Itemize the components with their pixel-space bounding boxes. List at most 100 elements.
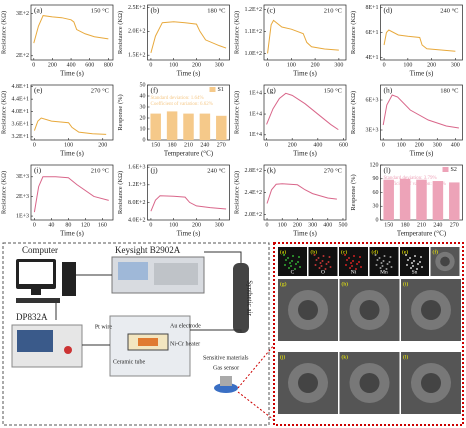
bar (183, 113, 194, 140)
element-dot (388, 261, 391, 263)
element-dot (349, 267, 351, 269)
y-axis-label: Resistance (KΩ) (117, 171, 124, 214)
data-line (266, 92, 339, 131)
keyboard (16, 298, 60, 303)
y-tick-label: 2.0E+2 (128, 29, 146, 35)
x-tick-label: 300 (215, 62, 224, 68)
data-line (150, 21, 227, 53)
x-axis-label: Time (s) (293, 230, 317, 238)
x-tick-label: 300 (308, 222, 317, 228)
element-dot (379, 267, 382, 269)
x-axis-label: Temperature (°C) (397, 230, 447, 238)
y-axis-label: Response (%) (117, 94, 124, 130)
element-dot (351, 265, 353, 267)
element-dot (352, 260, 354, 262)
y-axis-label: Resistance (KΩ) (233, 171, 240, 214)
x-tick-label: 240 (433, 222, 442, 228)
x-tick-label: 200 (98, 142, 107, 148)
x-tick-label: 150 (384, 222, 393, 228)
x-tick-label: 0 (382, 142, 385, 148)
element-dot (294, 268, 296, 270)
x-axis-label: Time (s) (177, 70, 201, 78)
x-axis-label: Time (s) (293, 150, 317, 158)
x-tick-label: 500 (338, 222, 347, 228)
y-tick-label: 120 (370, 162, 379, 168)
element-dot (345, 264, 347, 266)
element-label: O (321, 269, 325, 275)
micrograph-label: (e) (402, 248, 408, 255)
x-tick-label: 300 (451, 62, 460, 68)
x-tick-label: 0 (149, 222, 152, 228)
sensor-body (220, 376, 232, 386)
y-tick-label: 60 (373, 190, 379, 196)
panel-label: (g) (267, 86, 276, 95)
setup-diagram: Computer Keysight B2902A DP832A Syntheti… (2, 242, 275, 426)
x-tick-label: 200 (415, 142, 424, 148)
element-dot (318, 267, 321, 269)
y-tick-label: 2E+2 (16, 53, 29, 59)
bar (199, 113, 211, 140)
au-electrode (138, 338, 158, 346)
element-dot (406, 264, 408, 266)
x-axis-label: Time (s) (177, 230, 201, 238)
monitor-stand (31, 289, 41, 295)
element-dot (353, 255, 355, 257)
plot-frame (30, 4, 114, 61)
x-tick-label: 150 (151, 142, 160, 148)
x-tick-label: 0 (33, 142, 36, 148)
y-tick-label: 4.0E+1 (11, 109, 29, 115)
element-dot (298, 256, 300, 258)
stat-note: Coefficient of variation: 4.35% (384, 182, 446, 187)
y-axis-label: Resistance (KΩ) (350, 91, 357, 134)
micrograph-label: (f) (433, 248, 439, 255)
smu-screen (118, 262, 148, 280)
element-dot (324, 268, 327, 270)
micrograph-label: (i) (403, 280, 408, 287)
element-dot (380, 262, 383, 264)
x-axis-label: Time (s) (293, 70, 317, 78)
y-tick-label: 1E+3 (16, 213, 29, 219)
element-dot (419, 261, 421, 263)
x-axis-label: Time (s) (410, 150, 434, 158)
data-line (382, 94, 459, 129)
x-tick-label: 600 (339, 142, 348, 148)
element-label: Sn (412, 269, 418, 275)
temperature-annotation: 180 °C (440, 87, 458, 94)
element-dot (420, 256, 422, 258)
data-line (33, 15, 109, 44)
element-dot (344, 254, 346, 256)
x-tick-label: 400 (451, 142, 460, 148)
y-tick-label: 2.5E+2 (128, 5, 146, 11)
y-tick-label: 4.4E+1 (11, 97, 29, 103)
element-dot (322, 255, 325, 257)
temperature-annotation: 210 °C (91, 167, 109, 174)
bar (399, 178, 411, 220)
bar (432, 181, 444, 220)
element-dot (358, 261, 360, 263)
plot-frame (30, 84, 114, 141)
micrograph-label: (h) (342, 280, 349, 287)
element-dot (350, 262, 352, 264)
y-tick-label: 4.0E+2 (128, 217, 146, 223)
x-tick-label: 0 (33, 222, 36, 228)
element-dot (317, 257, 320, 259)
element-dot (295, 263, 297, 265)
panel-label: (h) (384, 86, 393, 95)
x-tick-label: 100 (403, 62, 412, 68)
tube-label: Ceramic tube (113, 359, 145, 365)
y-tick-label: 1.5E+2 (128, 53, 146, 59)
y-tick-label: 4.8E+1 (11, 84, 29, 90)
element-dot (328, 256, 331, 258)
element-dot (348, 257, 350, 259)
micrograph-label: (d) (372, 248, 379, 255)
bar (166, 111, 178, 140)
x-tick-label: 240 (200, 142, 209, 148)
y-tick-label: 3E+2 (16, 11, 29, 17)
material-label: Sensitive materials (203, 355, 249, 361)
x-tick-label: 100 (169, 62, 178, 68)
heater-label: Ni-Cr heater (170, 341, 200, 347)
y-tick-label: 4E+1 (365, 55, 378, 61)
element-dot (320, 265, 323, 267)
element-dot (315, 259, 318, 261)
sensor-label: Gas sensor (213, 365, 239, 371)
